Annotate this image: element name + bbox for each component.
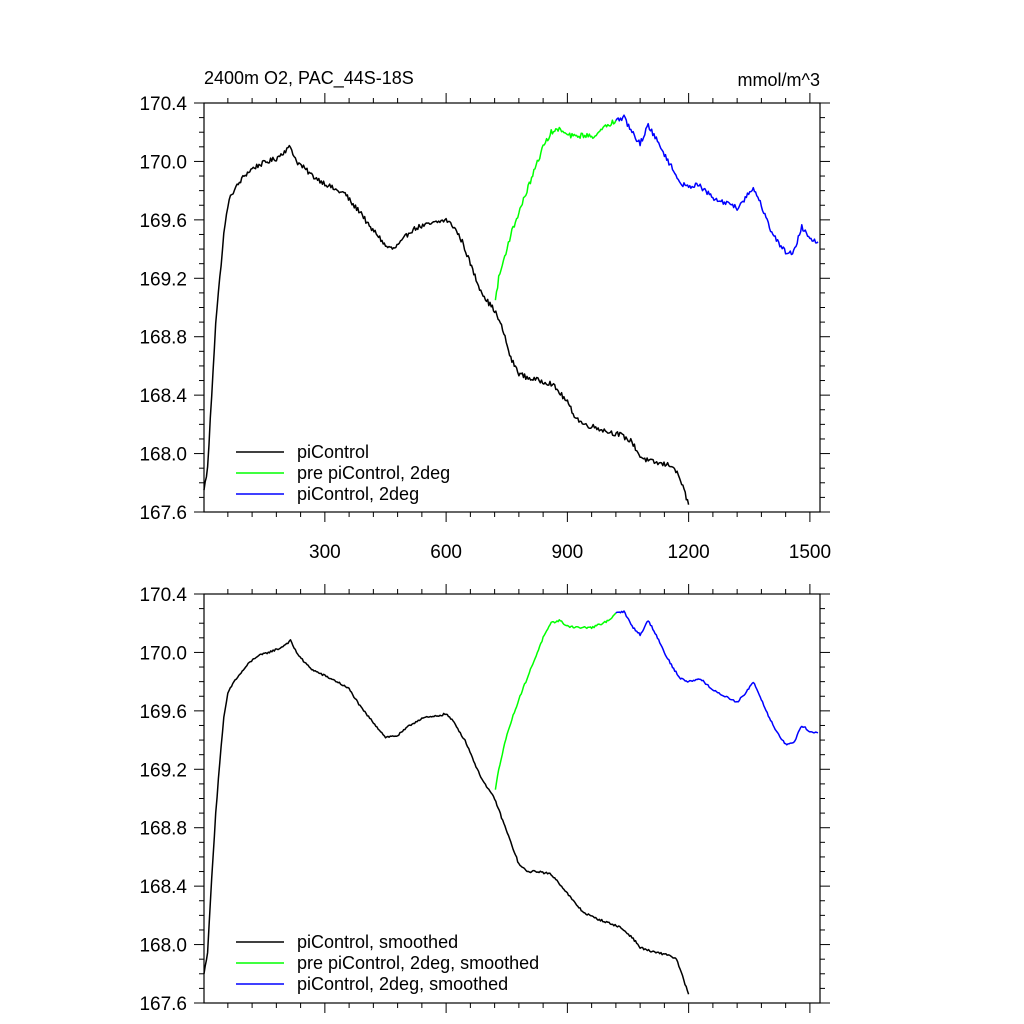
series-line-1 <box>494 119 617 301</box>
panel-top: 2400m O2, PAC_44S-18S mmol/m^3 167.6 168.… <box>139 68 831 563</box>
y-tick-label: 170.4 <box>139 585 187 606</box>
x-tick-label: 600 <box>430 542 462 563</box>
y-tick-label: 168.4 <box>139 877 187 898</box>
y-axis: 167.6 168.0 168.4 168.8 169.2 169.6 170.0 170.4 <box>139 94 830 524</box>
x-axis: 300 600 900 1200 1500 <box>227 93 831 563</box>
panel-bottom: 167.6 168.0 168.4 168.8 169.2 169.6 170.0 170.4… <box>139 584 830 1015</box>
series-line-2 <box>615 610 819 746</box>
x-axis <box>227 584 811 1013</box>
legend-label: piControl <box>297 442 369 462</box>
series-line-0 <box>203 144 690 505</box>
y-tick-label: 168.0 <box>139 445 187 466</box>
y-tick-label: 168.8 <box>139 328 187 349</box>
legend-label: piControl, 2deg <box>297 484 419 504</box>
y-tick-label: 168.4 <box>139 386 187 407</box>
x-tick-label: 1200 <box>667 542 709 563</box>
series-line-1 <box>494 612 617 790</box>
x-tick-label: 300 <box>309 542 341 563</box>
y-axis: 167.6 168.0 168.4 168.8 169.2 169.6 170.0 170.4 <box>139 585 830 1015</box>
y-tick-label: 169.2 <box>139 269 187 290</box>
x-tick-label: 1500 <box>789 542 831 563</box>
y-tick-label: 169.6 <box>139 702 187 723</box>
y-tick-label: 169.6 <box>139 211 187 232</box>
legend-label: piControl, 2deg, smoothed <box>297 974 508 994</box>
legend-label: piControl, smoothed <box>297 932 458 952</box>
x-tick-label: 900 <box>552 542 584 563</box>
y-tick-label: 170.0 <box>139 643 187 664</box>
legend-label: pre piControl, 2deg, smoothed <box>297 953 539 973</box>
legend-label: pre piControl, 2deg <box>297 463 450 483</box>
chart-title: 2400m O2, PAC_44S-18S <box>204 68 414 89</box>
y-tick-label: 169.2 <box>139 760 187 781</box>
series-lines <box>203 610 819 995</box>
y-tick-label: 167.6 <box>139 503 187 524</box>
series-lines <box>203 114 819 505</box>
y-tick-label: 168.0 <box>139 936 187 957</box>
y-tick-label: 168.8 <box>139 819 187 840</box>
y-tick-label: 167.6 <box>139 994 187 1015</box>
series-line-0 <box>203 639 690 995</box>
y-tick-label: 170.0 <box>139 152 187 173</box>
y-tick-label: 170.4 <box>139 94 187 115</box>
units-label: mmol/m^3 <box>738 70 820 90</box>
series-line-2 <box>615 114 819 256</box>
